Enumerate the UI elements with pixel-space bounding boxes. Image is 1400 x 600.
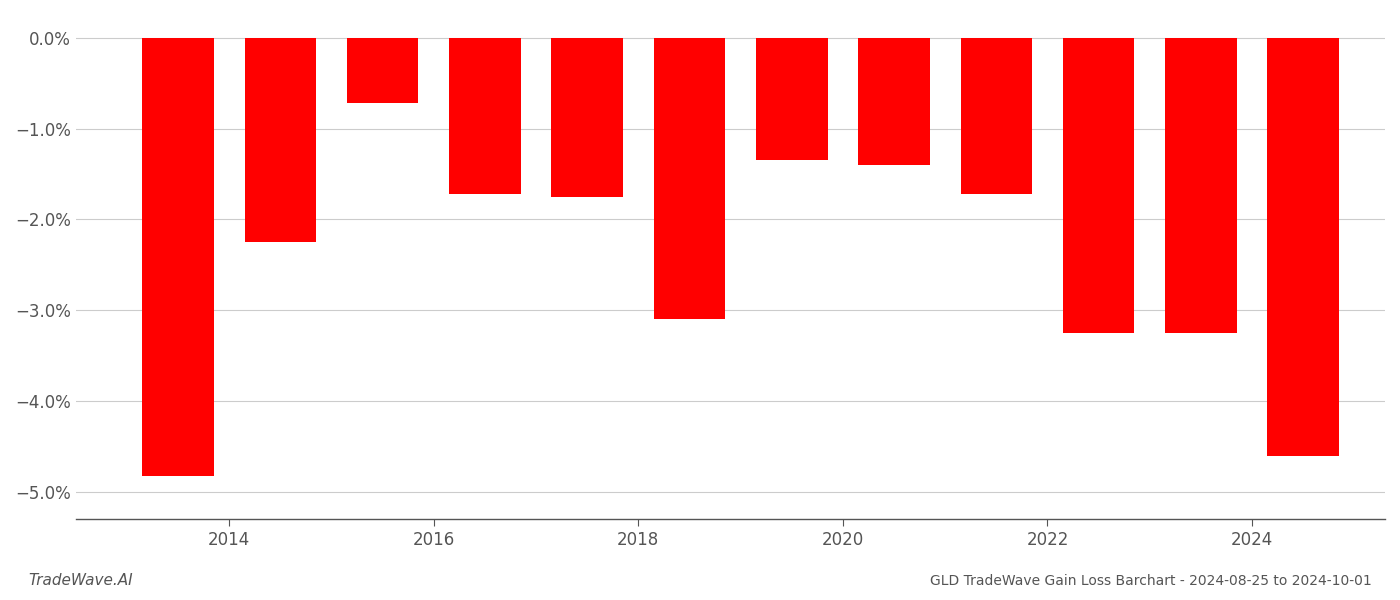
Bar bbox=[1165, 38, 1236, 333]
Bar bbox=[1063, 38, 1134, 333]
Bar bbox=[347, 38, 419, 103]
Bar bbox=[858, 38, 930, 165]
Bar bbox=[1267, 38, 1338, 455]
Bar bbox=[449, 38, 521, 194]
Bar bbox=[654, 38, 725, 319]
Bar bbox=[552, 38, 623, 197]
Bar bbox=[756, 38, 827, 160]
Text: TradeWave.AI: TradeWave.AI bbox=[28, 573, 133, 588]
Bar bbox=[960, 38, 1032, 194]
Text: GLD TradeWave Gain Loss Barchart - 2024-08-25 to 2024-10-01: GLD TradeWave Gain Loss Barchart - 2024-… bbox=[930, 574, 1372, 588]
Bar bbox=[143, 38, 214, 476]
Bar bbox=[245, 38, 316, 242]
